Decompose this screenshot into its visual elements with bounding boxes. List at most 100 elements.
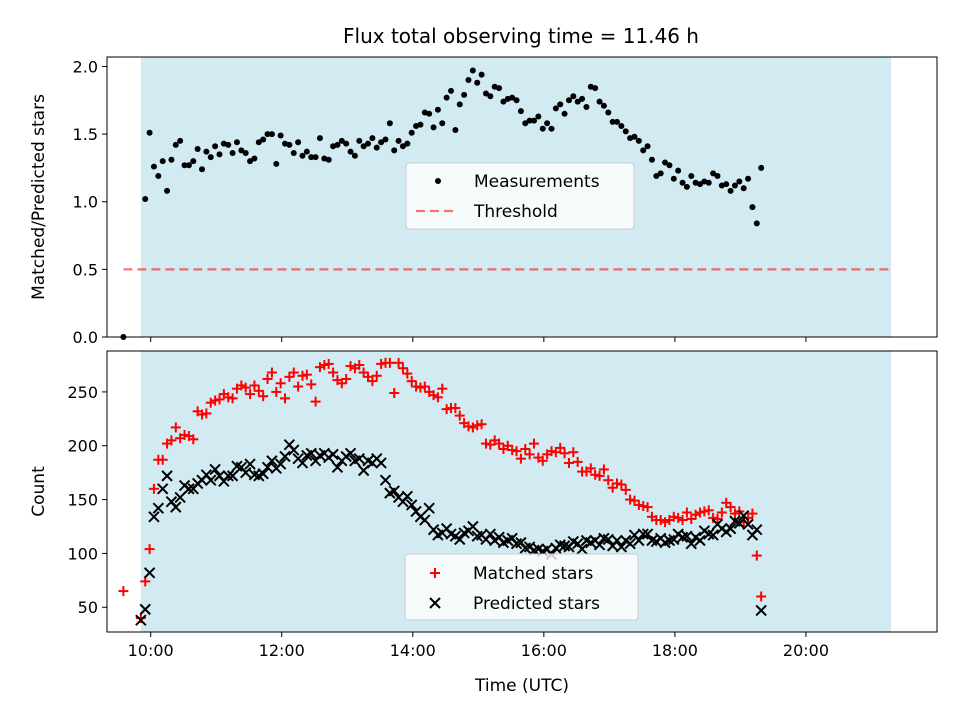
measurement-point: [456, 101, 463, 108]
measurement-point: [343, 140, 350, 147]
matched-star-point: [341, 373, 352, 384]
measurement-point: [229, 150, 236, 157]
measurement-point: [430, 124, 437, 131]
predicted-star-point: [624, 538, 636, 550]
matched-star-point: [236, 380, 247, 391]
matched-star-point: [323, 358, 334, 369]
cross-b: [423, 502, 435, 514]
predicted-star-point: [266, 455, 278, 467]
predicted-star-point: [401, 490, 414, 503]
matched-star-point: [616, 479, 627, 490]
measurement-point: [574, 98, 581, 105]
predicted-star-point: [353, 452, 365, 465]
cross-b: [388, 485, 400, 497]
measurement-point: [714, 173, 721, 180]
matched-star-point: [288, 367, 299, 378]
matched-star-point: [367, 376, 378, 387]
matched-star-point: [253, 385, 264, 396]
measurement-point: [295, 139, 302, 146]
matched-star-point: [293, 381, 304, 392]
matched-star-point: [520, 443, 531, 454]
predicted-star-point: [611, 534, 623, 547]
matched-star-point: [467, 422, 478, 433]
measurement-point: [452, 127, 459, 134]
measurement-point: [557, 101, 564, 108]
predicted-star-point: [419, 514, 431, 526]
measurement-point: [535, 113, 542, 120]
measurement-point: [448, 87, 455, 94]
measurement-point: [207, 154, 214, 161]
measurement-point: [247, 158, 254, 165]
measurement-point: [583, 104, 590, 111]
matched-star-point: [118, 586, 129, 597]
cross-b: [174, 491, 186, 504]
measurement-point: [605, 109, 612, 116]
measurement-point: [596, 98, 603, 105]
y-tick-label: 150: [67, 491, 98, 510]
measurement-point: [303, 148, 310, 155]
cross-b: [724, 522, 737, 535]
measurement-point: [155, 173, 162, 180]
matched-star-point: [314, 362, 325, 373]
matched-star-point: [271, 386, 282, 397]
matched-star-point: [729, 508, 740, 519]
measurement-point: [277, 132, 284, 139]
predicted-star-point: [633, 534, 645, 547]
matched-star-point: [690, 509, 701, 520]
matched-star-point: [655, 515, 666, 526]
matched-star-point: [594, 470, 605, 481]
measurement-point: [417, 121, 424, 128]
cross-b: [266, 455, 278, 467]
matched-star-point: [406, 376, 417, 387]
legend-box: [405, 162, 635, 230]
cross-b: [183, 483, 195, 495]
cross-b: [554, 539, 566, 551]
matched-star-point: [310, 396, 321, 407]
matched-star-point: [638, 501, 649, 512]
matched-star-point: [157, 454, 168, 465]
matched-star-point: [695, 507, 706, 518]
matched-star-point: [747, 508, 758, 519]
predicted-star-point: [170, 501, 182, 513]
matched-star-point: [297, 370, 308, 381]
cross-b: [637, 528, 649, 540]
measurement-point: [190, 158, 197, 165]
measurement-point: [172, 141, 179, 148]
matched-star-point: [201, 408, 212, 419]
measurement-point: [740, 185, 747, 192]
predicted-star-point: [742, 518, 754, 531]
matched-star-point: [751, 550, 762, 561]
predicted-star-point: [694, 534, 706, 547]
predicted-star-point: [755, 604, 767, 617]
measurement-point: [242, 150, 249, 157]
x-tick-label: 18:00: [652, 641, 698, 660]
predicted-star-point: [484, 528, 497, 540]
measurement-point: [378, 139, 385, 146]
matched-star-point: [612, 478, 623, 489]
matched-star-point: [524, 449, 535, 460]
measurement-point: [286, 141, 293, 148]
x-axis-label: Time (UTC): [474, 676, 569, 696]
predicted-star-point: [685, 538, 697, 550]
predicted-star-point: [222, 470, 234, 482]
measurement-point: [723, 181, 730, 188]
predicted-star-point: [405, 499, 418, 511]
matched-star-point: [179, 429, 190, 440]
matched-star-point: [384, 357, 395, 368]
predicted-star-point: [296, 457, 309, 469]
measurement-point: [631, 133, 638, 140]
matched-star-point: [148, 483, 159, 494]
matched-star-point: [249, 380, 260, 391]
matched-star-point: [572, 456, 583, 467]
measurement-point: [552, 105, 559, 112]
measurement-point: [600, 102, 607, 109]
cross-b: [611, 534, 623, 547]
cross-b: [244, 458, 256, 470]
cross-b: [257, 468, 269, 480]
measurement-point: [544, 120, 551, 127]
measurement-point: [146, 129, 153, 136]
predicted-star-point: [305, 447, 317, 459]
matched-star-point: [555, 442, 566, 453]
cross-b: [152, 502, 165, 514]
measurement-point: [164, 187, 171, 194]
